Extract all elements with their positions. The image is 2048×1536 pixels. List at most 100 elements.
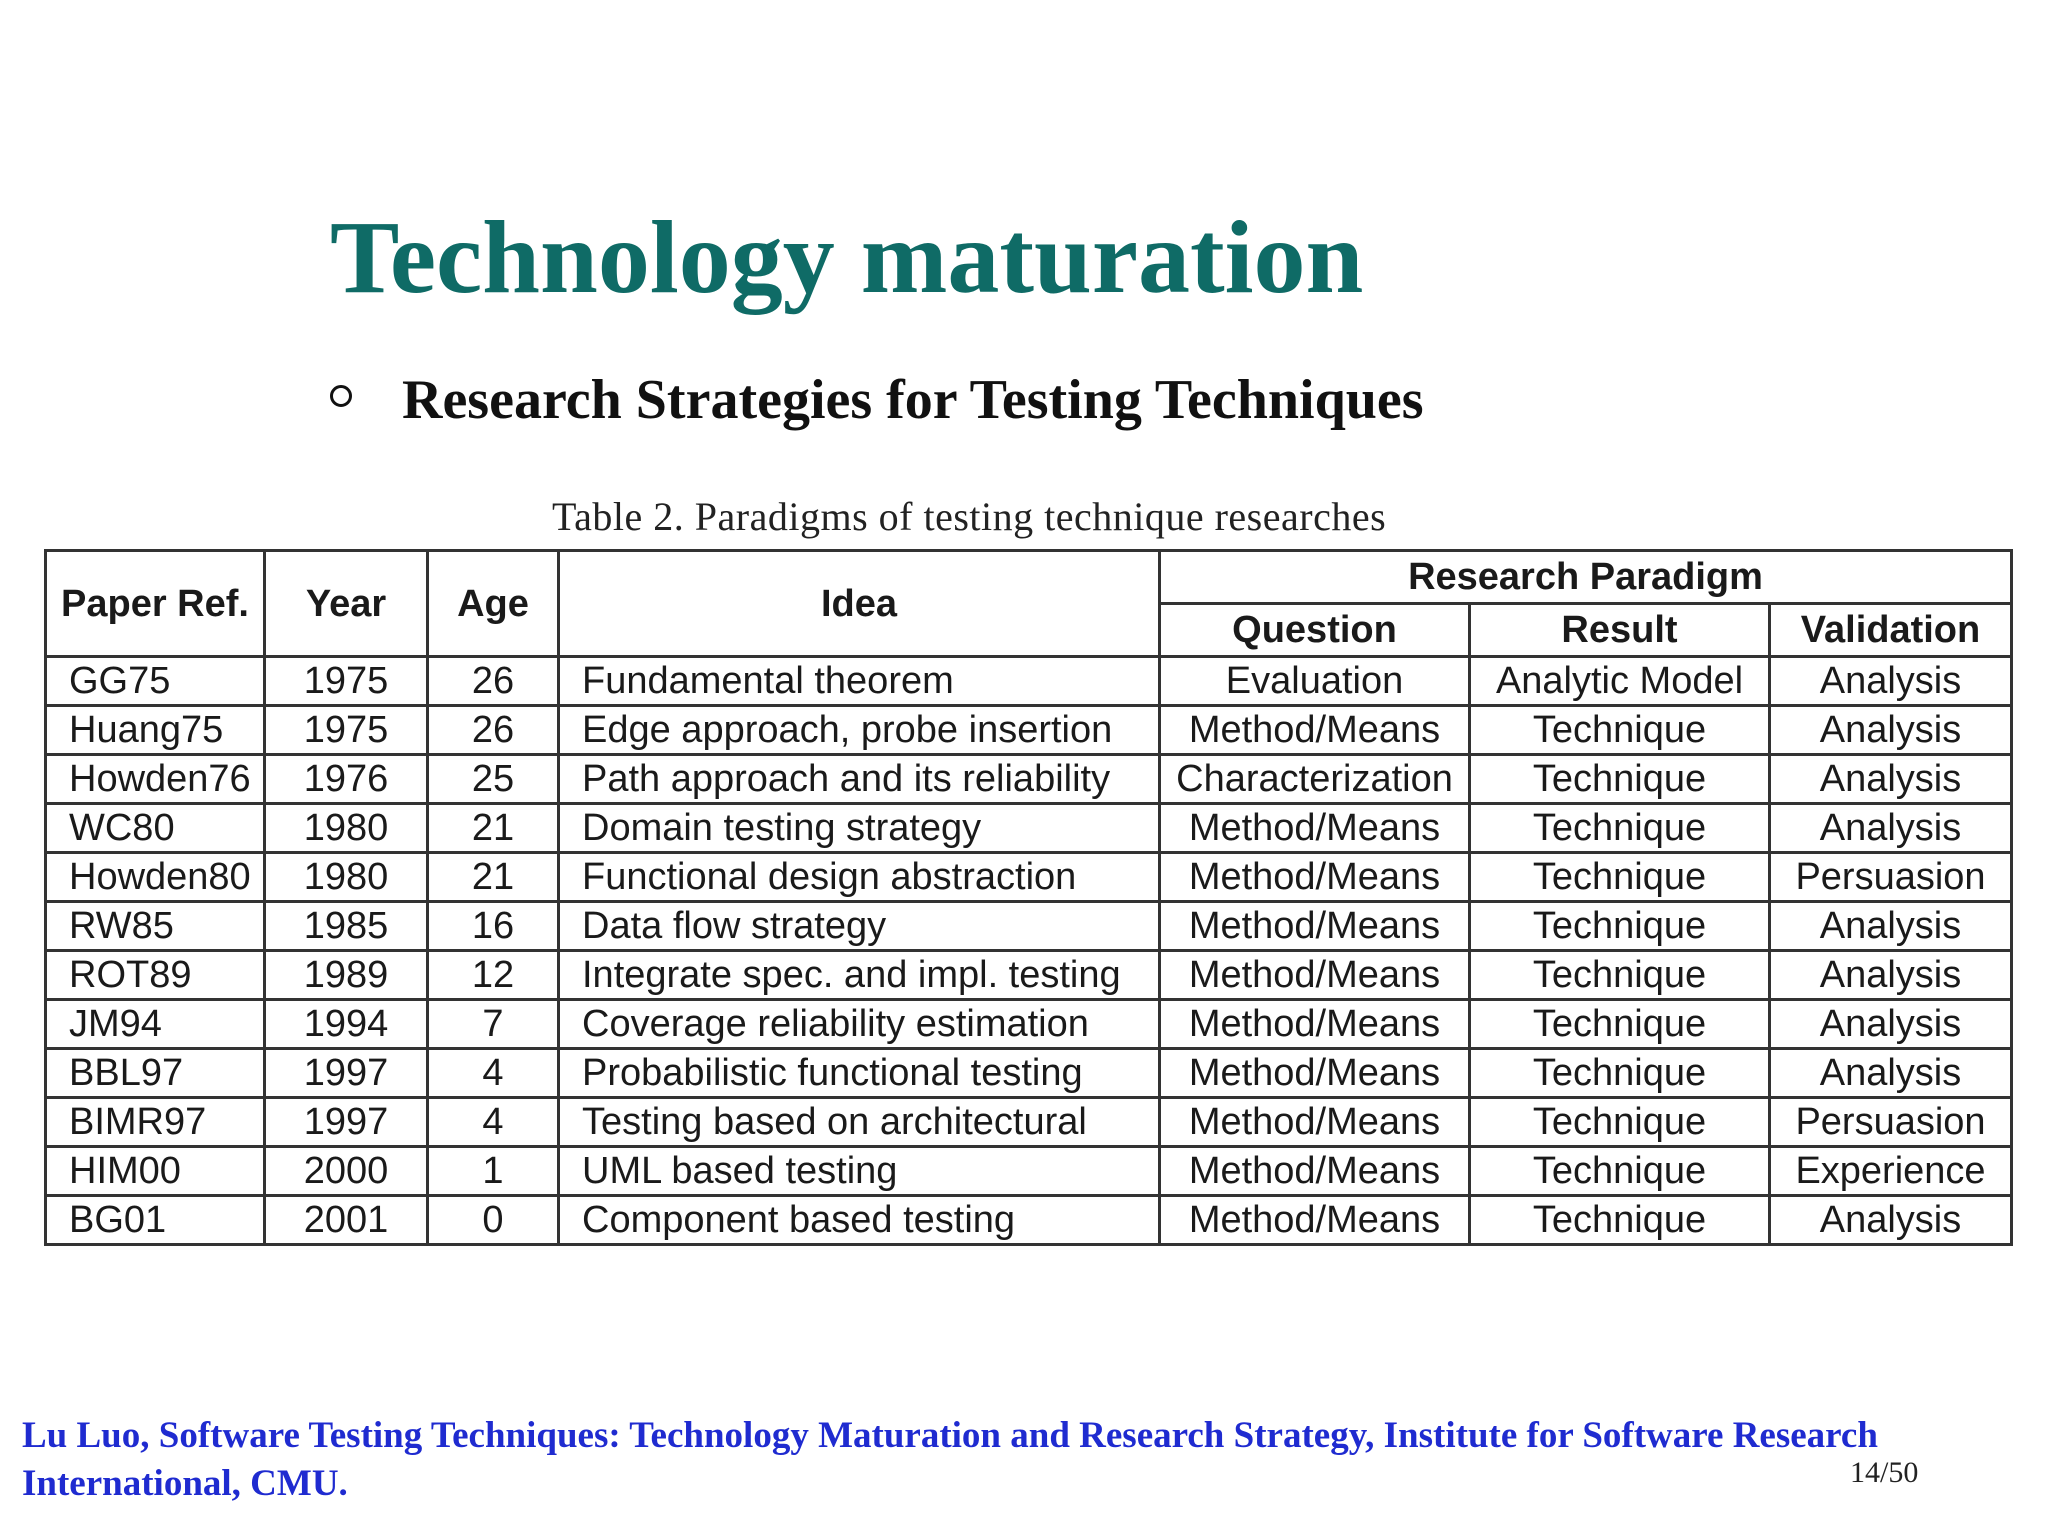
cell-question: Method/Means <box>1158 802 1471 854</box>
table-row: Howden80 1980 21 Functional design abstract… <box>44 851 2013 903</box>
cell-validation: Analysis <box>1768 949 2013 1001</box>
cell-result: Technique <box>1468 1047 1771 1099</box>
cell-result: Technique <box>1468 704 1771 756</box>
table-caption: Table 2. Paradigms of testing technique … <box>552 494 1387 539</box>
cell-question: Characterization <box>1158 753 1471 805</box>
cell-idea: Component based testing <box>557 1194 1161 1246</box>
cell-question: Method/Means <box>1158 1096 1471 1148</box>
table-row: BIMR97 1997 4 Testing based on architectura… <box>44 1096 2013 1148</box>
cell-idea: UML based testing <box>557 1145 1161 1197</box>
cell-paper-ref: WC80 <box>44 802 266 854</box>
cell-validation: Analysis <box>1768 998 2013 1050</box>
table-body: GG75 1975 26 Fundamental theorem Evaluation A… <box>44 655 2013 1246</box>
header-year: Year <box>263 549 429 658</box>
header-validation: Validation <box>1768 602 2013 658</box>
cell-validation: Persuasion <box>1768 1096 2013 1148</box>
cell-year: 1980 <box>263 851 429 903</box>
cell-question: Method/Means <box>1158 851 1471 903</box>
cell-question: Evaluation <box>1158 655 1471 707</box>
cell-result: Technique <box>1468 1194 1771 1246</box>
header-research-paradigm: Research Paradigm <box>1158 549 2013 605</box>
cell-result: Technique <box>1468 900 1771 952</box>
cell-idea: Probabilistic functional testing <box>557 1047 1161 1099</box>
cell-validation: Analysis <box>1768 655 2013 707</box>
cell-result: Technique <box>1468 1145 1771 1197</box>
citation-footer: Lu Luo, Software Testing Techniques: Tec… <box>22 1415 1878 1504</box>
cell-validation: Analysis <box>1768 704 2013 756</box>
cell-question: Method/Means <box>1158 1194 1471 1246</box>
cell-idea: Coverage reliability estimation <box>557 998 1161 1050</box>
cell-year: 1980 <box>263 802 429 854</box>
cell-idea: Fundamental theorem <box>557 655 1161 707</box>
cell-idea: Domain testing strategy <box>557 802 1161 854</box>
cell-result: Technique <box>1468 851 1771 903</box>
cell-paper-ref: Howden76 <box>44 753 266 805</box>
cell-validation: Analysis <box>1768 802 2013 854</box>
cell-paper-ref: BIMR97 <box>44 1096 266 1148</box>
cell-paper-ref: BG01 <box>44 1194 266 1246</box>
cell-result: Technique <box>1468 949 1771 1001</box>
cell-idea: Path approach and its reliability <box>557 753 1161 805</box>
table-row: BG01 2001 0 Component based testing Method/M… <box>44 1194 2013 1246</box>
cell-age: 26 <box>426 655 560 707</box>
cell-paper-ref: HIM00 <box>44 1145 266 1197</box>
cell-validation: Analysis <box>1768 900 2013 952</box>
cell-result: Technique <box>1468 1096 1771 1148</box>
cell-validation: Persuasion <box>1768 851 2013 903</box>
table-row: ROT89 1989 12 Integrate spec. and impl. tes… <box>44 949 2013 1001</box>
cell-question: Method/Means <box>1158 1047 1471 1099</box>
paradigms-table: Paper Ref. Year Age Idea Research Paradi… <box>44 549 2013 1246</box>
slide-title: Technology maturation <box>330 200 1364 315</box>
cell-age: 7 <box>426 998 560 1050</box>
cell-age: 4 <box>426 1096 560 1148</box>
cell-result: Technique <box>1468 802 1771 854</box>
cell-question: Method/Means <box>1158 704 1471 756</box>
table-row: Huang75 1975 26 Edge approach, probe insert… <box>44 704 2013 756</box>
cell-paper-ref: BBL97 <box>44 1047 266 1099</box>
cell-year: 1975 <box>263 655 429 707</box>
cell-year: 1976 <box>263 753 429 805</box>
header-age: Age <box>426 549 560 658</box>
cell-year: 2001 <box>263 1194 429 1246</box>
cell-validation: Analysis <box>1768 1194 2013 1246</box>
cell-result: Technique <box>1468 753 1771 805</box>
cell-question: Method/Means <box>1158 1145 1471 1197</box>
cell-validation: Analysis <box>1768 1047 2013 1099</box>
cell-age: 25 <box>426 753 560 805</box>
cell-paper-ref: Howden80 <box>44 851 266 903</box>
table-row: HIM00 2000 1 UML based testing Method/Means T… <box>44 1145 2013 1197</box>
cell-age: 0 <box>426 1194 560 1246</box>
cell-year: 1989 <box>263 949 429 1001</box>
cell-age: 4 <box>426 1047 560 1099</box>
cell-idea: Integrate spec. and impl. testing <box>557 949 1161 1001</box>
hollow-circle-bullet-icon <box>330 385 352 407</box>
page-number: 14/50 <box>1850 1456 1919 1489</box>
table-row: WC80 1980 21 Domain testing strategy Method/… <box>44 802 2013 854</box>
cell-age: 12 <box>426 949 560 1001</box>
cell-age: 21 <box>426 851 560 903</box>
table-row: RW85 1985 16 Data flow strategy Method/Means… <box>44 900 2013 952</box>
cell-year: 2000 <box>263 1145 429 1197</box>
cell-result: Analytic Model <box>1468 655 1771 707</box>
table-row: Howden76 1976 25 Path approach and its reli… <box>44 753 2013 805</box>
bullet-item: Research Strategies for Testing Techniqu… <box>330 368 1424 432</box>
cell-year: 1997 <box>263 1047 429 1099</box>
cell-idea: Data flow strategy <box>557 900 1161 952</box>
cell-age: 26 <box>426 704 560 756</box>
header-question: Question <box>1158 602 1471 658</box>
cell-paper-ref: JM94 <box>44 998 266 1050</box>
cell-paper-ref: RW85 <box>44 900 266 952</box>
cell-year: 1997 <box>263 1096 429 1148</box>
cell-idea: Testing based on architectural <box>557 1096 1161 1148</box>
cell-age: 21 <box>426 802 560 854</box>
cell-question: Method/Means <box>1158 998 1471 1050</box>
table-row: JM94 1994 7 Coverage reliability estimation… <box>44 998 2013 1050</box>
cell-year: 1994 <box>263 998 429 1050</box>
cell-result: Technique <box>1468 998 1771 1050</box>
table-row: BBL97 1997 4 Probabilistic functional testi… <box>44 1047 2013 1099</box>
header-paper-ref: Paper Ref. <box>44 549 266 658</box>
cell-year: 1975 <box>263 704 429 756</box>
cell-age: 1 <box>426 1145 560 1197</box>
cell-paper-ref: GG75 <box>44 655 266 707</box>
